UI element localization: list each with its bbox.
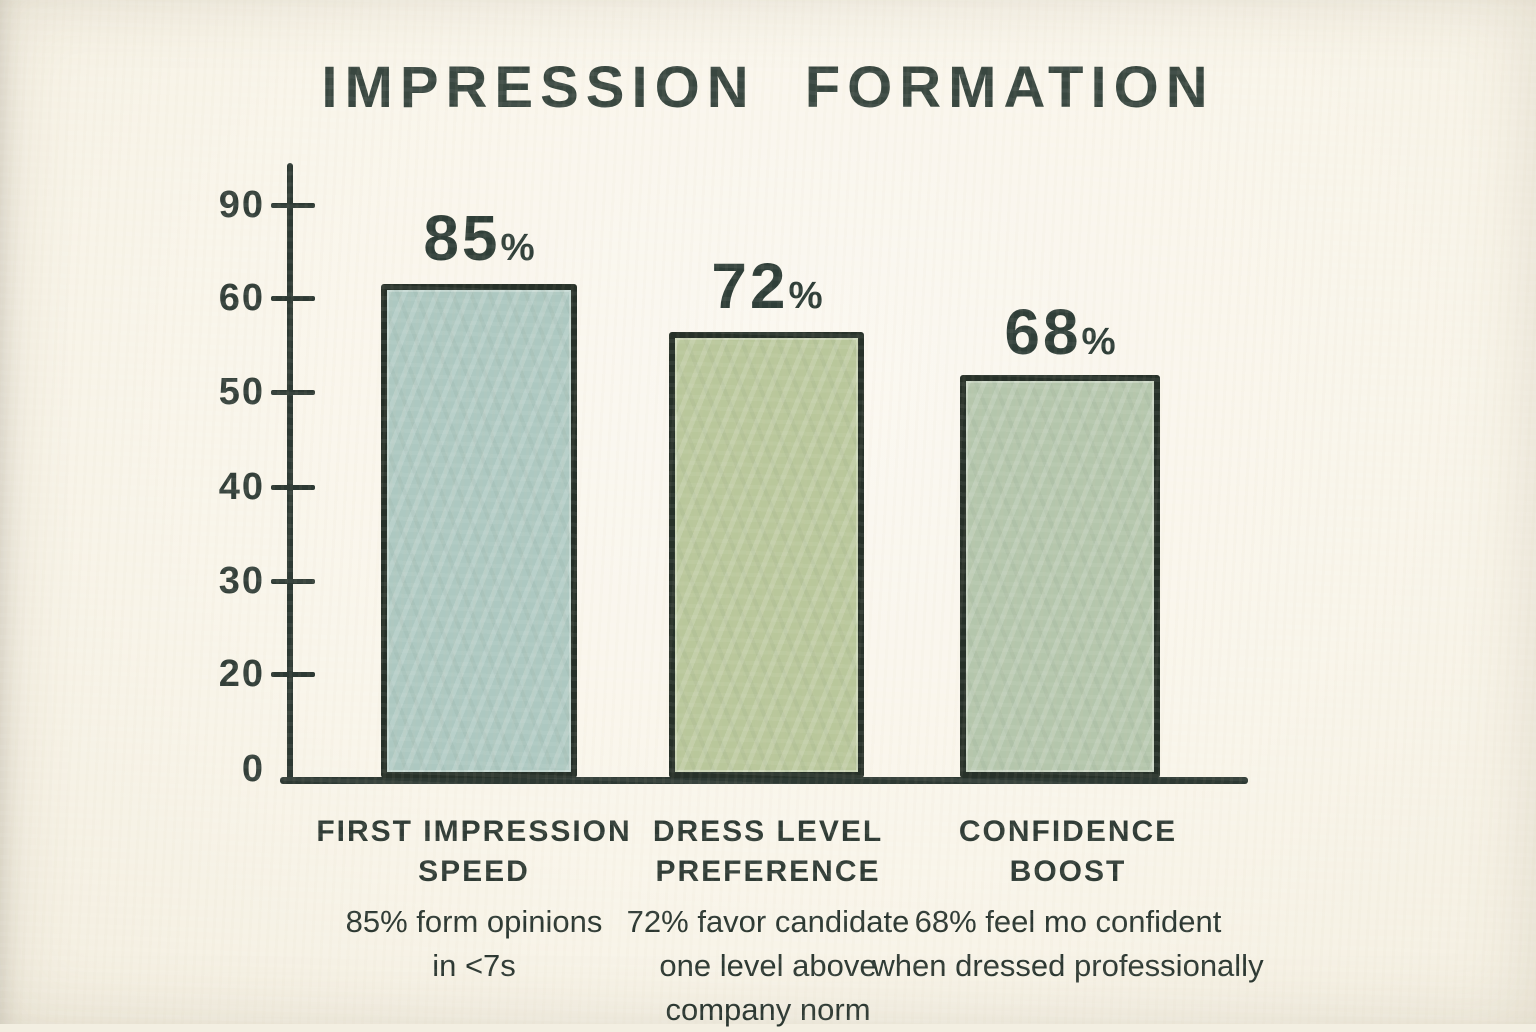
y-tick-30: [271, 579, 315, 584]
bar-value-label: 85%: [329, 206, 629, 278]
y-axis-line: [287, 163, 293, 784]
category-description-line: when dressed professionally: [872, 948, 1264, 983]
category-group-first-impression-speed: FIRST IMPRESSION SPEED 85% form opinions…: [254, 812, 694, 988]
y-tick-label: 90: [218, 184, 265, 226]
percent-sign: %: [788, 274, 823, 317]
category-description: 68% feel mo confident when dressed profe…: [848, 900, 1288, 988]
y-tick-label: 20: [218, 653, 265, 695]
y-tick-90: [271, 203, 315, 208]
category-name-line: SPEED: [418, 855, 530, 888]
bar-dress-level-preference: [669, 332, 864, 778]
category-description-line: 72% favor candidate: [626, 904, 910, 939]
y-tick-60: [271, 296, 315, 301]
category-name-line: BOOST: [1009, 855, 1127, 888]
chart-title: IMPRESSION FORMATION: [321, 55, 1215, 120]
y-tick-20: [271, 672, 315, 677]
bar-value: 72: [711, 250, 789, 322]
category-name-line: PREFERENCE: [655, 855, 881, 888]
category-description: 85% form opinions in <7s: [254, 900, 694, 988]
category-name-line: CONFIDENCE: [958, 815, 1178, 848]
category-group-dress-level-preference: DRESS LEVEL PREFERENCE 72% favor candida…: [548, 812, 988, 1032]
bar-value-label: 72%: [617, 254, 917, 326]
bar-confidence-boost: [960, 375, 1160, 778]
category-description-line: 68% feel mo confident: [914, 904, 1222, 939]
y-tick-label: 30: [218, 560, 265, 602]
category-name-line: DRESS LEVEL: [652, 815, 884, 848]
category-description: 72% favor candidate one level above comp…: [548, 900, 988, 1032]
category-description-line: one level above: [659, 948, 877, 983]
bar-value: 85: [423, 202, 501, 274]
bar-value: 68: [1004, 296, 1082, 368]
bar-value-label: 68%: [910, 300, 1210, 372]
category-description-line: in <7s: [432, 948, 516, 983]
y-tick-50: [271, 390, 315, 395]
category-group-confidence-boost: CONFIDENCE BOOST 68% feel mo confident w…: [848, 812, 1288, 988]
category-description-line: 85% form opinions: [345, 904, 603, 939]
bar-first-impression-speed: [381, 284, 577, 778]
percent-sign: %: [1081, 320, 1116, 363]
y-tick-label: 40: [218, 466, 265, 508]
y-tick-label: 0: [241, 748, 265, 790]
category-description-line: company norm: [665, 992, 871, 1027]
y-tick-label: 60: [218, 277, 265, 319]
x-axis-line: [280, 777, 1248, 784]
percent-sign: %: [500, 226, 535, 269]
y-tick-40: [271, 485, 315, 490]
category-name-line: FIRST IMPRESSION: [316, 815, 632, 848]
y-tick-label: 50: [218, 371, 265, 413]
